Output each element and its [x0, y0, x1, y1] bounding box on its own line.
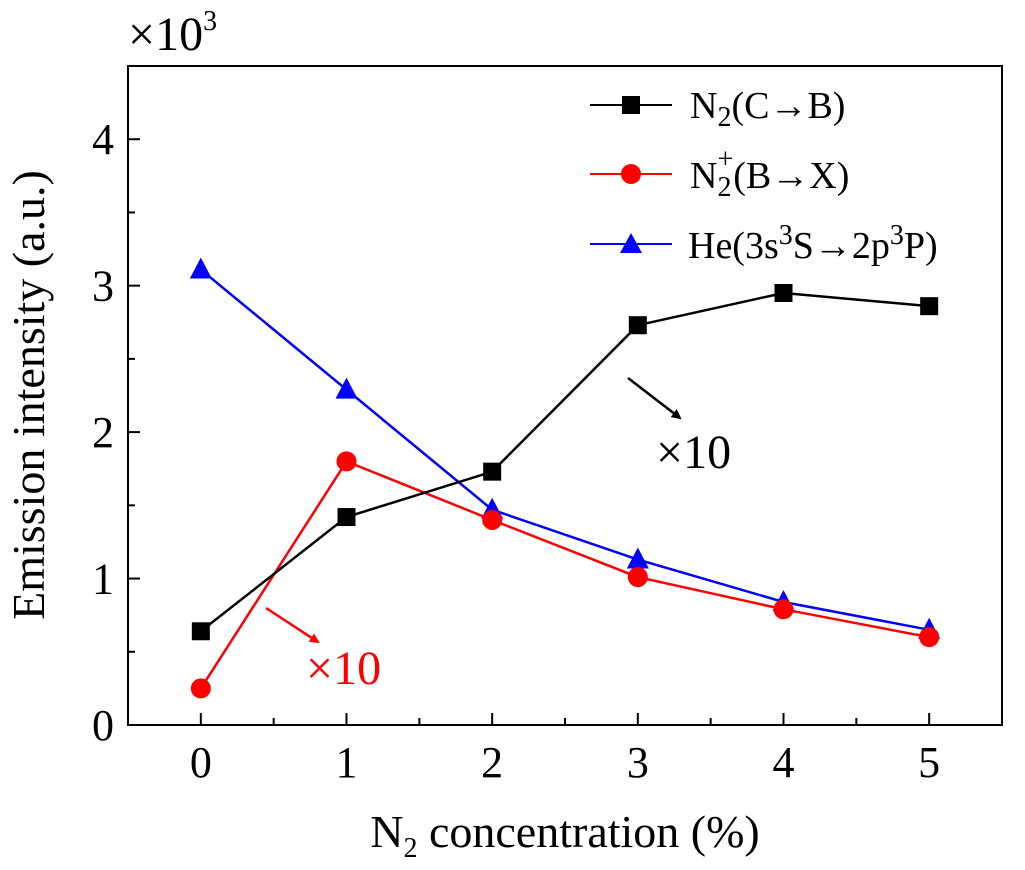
- axis-ticks: [127, 65, 1003, 726]
- point-n2bx: [190, 678, 211, 699]
- point-n2cb: [337, 508, 356, 527]
- point-n2cb: [920, 297, 939, 316]
- x-tick-label: 2: [481, 738, 503, 787]
- annotation-black-x10: ×10: [656, 426, 731, 479]
- series-line-2: [200, 268, 930, 632]
- x-axis-title-base: N: [370, 806, 403, 857]
- legend-n2cb-sub: 2: [717, 102, 731, 133]
- point-n2bx: [627, 567, 648, 588]
- legend-he-sup2: 3: [890, 220, 904, 251]
- y-tick-labels: 0 1 2 3 4: [92, 115, 114, 750]
- legend-n2cb-rest: (C→B): [731, 85, 845, 127]
- annotation-red-x10: ×10: [306, 642, 381, 695]
- point-n2bx: [919, 627, 940, 648]
- x-tick-labels: 0 1 2 3 4 5: [190, 738, 940, 787]
- annotation-arrow-red: [265, 606, 320, 644]
- y-multiplier-base: ×10: [128, 8, 203, 61]
- legend-he-a: He(3s: [688, 225, 779, 267]
- legend-he-c: P): [904, 225, 938, 267]
- point-n2bx: [773, 599, 794, 620]
- legend-n2cb-base: N: [690, 85, 717, 127]
- y-multiplier-exp: 3: [203, 6, 217, 37]
- legend-label-n2bx: N2+(B→X): [690, 144, 849, 203]
- x-tick-label: 4: [773, 738, 795, 787]
- y-axis-title: Emission intensity (a.u.): [3, 170, 54, 620]
- x-tick-label: 0: [190, 738, 212, 787]
- legend-n2bx-sup: +: [717, 144, 733, 175]
- y-tick-label: 4: [92, 115, 114, 164]
- point-n2bx: [482, 509, 503, 530]
- x-tick-label: 3: [627, 738, 649, 787]
- point-he: [189, 257, 212, 279]
- legend-he-b: S→2p: [793, 225, 890, 267]
- point-n2cb: [483, 462, 502, 481]
- legend-n2bx-sub: 2: [717, 172, 731, 203]
- x-axis-title-rest: concentration (%): [417, 806, 759, 857]
- y-multiplier-label: ×103: [128, 6, 217, 61]
- legend-n2bx-base: N: [690, 155, 717, 197]
- point-he: [335, 377, 358, 399]
- point-n2cb: [191, 622, 210, 641]
- legend-n2bx-rest: (B→X): [733, 155, 849, 197]
- y-tick-label: 2: [92, 408, 114, 457]
- series-layer: [189, 257, 941, 699]
- legend-label-he: He(3s3S→2p3P): [688, 220, 938, 267]
- x-axis-title-sub: 2: [403, 833, 417, 864]
- y-tick-label: 1: [92, 555, 114, 604]
- legend-marker-he: [620, 233, 642, 253]
- series-line-1: [199, 459, 930, 690]
- annotation-arrow-black: [627, 377, 682, 420]
- legend-marker-n2cb: [622, 96, 640, 114]
- legend-he-sup1: 3: [779, 220, 793, 251]
- x-tick-label: 5: [918, 738, 940, 787]
- point-n2cb: [774, 283, 793, 302]
- legend: N2(C→B) N2+(B→X) He(3s3S→2p3P): [590, 85, 938, 267]
- legend-marker-n2bx: [621, 164, 641, 184]
- point-n2cb: [628, 316, 647, 335]
- y-tick-label: 3: [92, 262, 114, 311]
- y-tick-label: 0: [92, 701, 114, 750]
- x-tick-label: 1: [336, 738, 358, 787]
- legend-label-n2cb: N2(C→B): [690, 85, 845, 133]
- point-n2bx: [336, 451, 357, 472]
- x-axis-title: N2 concentration (%): [370, 806, 760, 864]
- point-he: [626, 547, 649, 569]
- series-line-0: [200, 291, 930, 633]
